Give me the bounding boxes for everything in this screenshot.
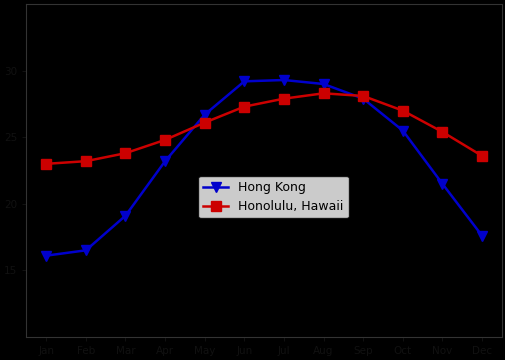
Honolulu, Hawaii	[438, 130, 444, 134]
Honolulu, Hawaii	[162, 138, 168, 142]
Hong Kong	[478, 234, 484, 238]
Hong Kong	[43, 253, 49, 258]
Hong Kong	[280, 78, 286, 82]
Honolulu, Hawaii	[360, 94, 366, 98]
Honolulu, Hawaii	[320, 91, 326, 95]
Honolulu, Hawaii	[201, 121, 208, 125]
Honolulu, Hawaii	[83, 159, 89, 163]
Hong Kong	[162, 159, 168, 163]
Hong Kong	[201, 112, 208, 117]
Hong Kong	[241, 79, 247, 84]
Hong Kong	[122, 213, 128, 218]
Hong Kong	[320, 82, 326, 86]
Hong Kong	[360, 96, 366, 101]
Honolulu, Hawaii	[280, 96, 286, 101]
Legend: Hong Kong, Honolulu, Hawaii: Hong Kong, Honolulu, Hawaii	[198, 176, 348, 218]
Honolulu, Hawaii	[399, 108, 405, 113]
Line: Honolulu, Hawaii: Honolulu, Hawaii	[41, 89, 486, 169]
Honolulu, Hawaii	[478, 154, 484, 158]
Honolulu, Hawaii	[241, 104, 247, 109]
Hong Kong	[399, 129, 405, 133]
Hong Kong	[438, 182, 444, 186]
Honolulu, Hawaii	[43, 162, 49, 166]
Line: Hong Kong: Hong Kong	[41, 75, 486, 261]
Honolulu, Hawaii	[122, 151, 128, 156]
Hong Kong	[83, 248, 89, 252]
